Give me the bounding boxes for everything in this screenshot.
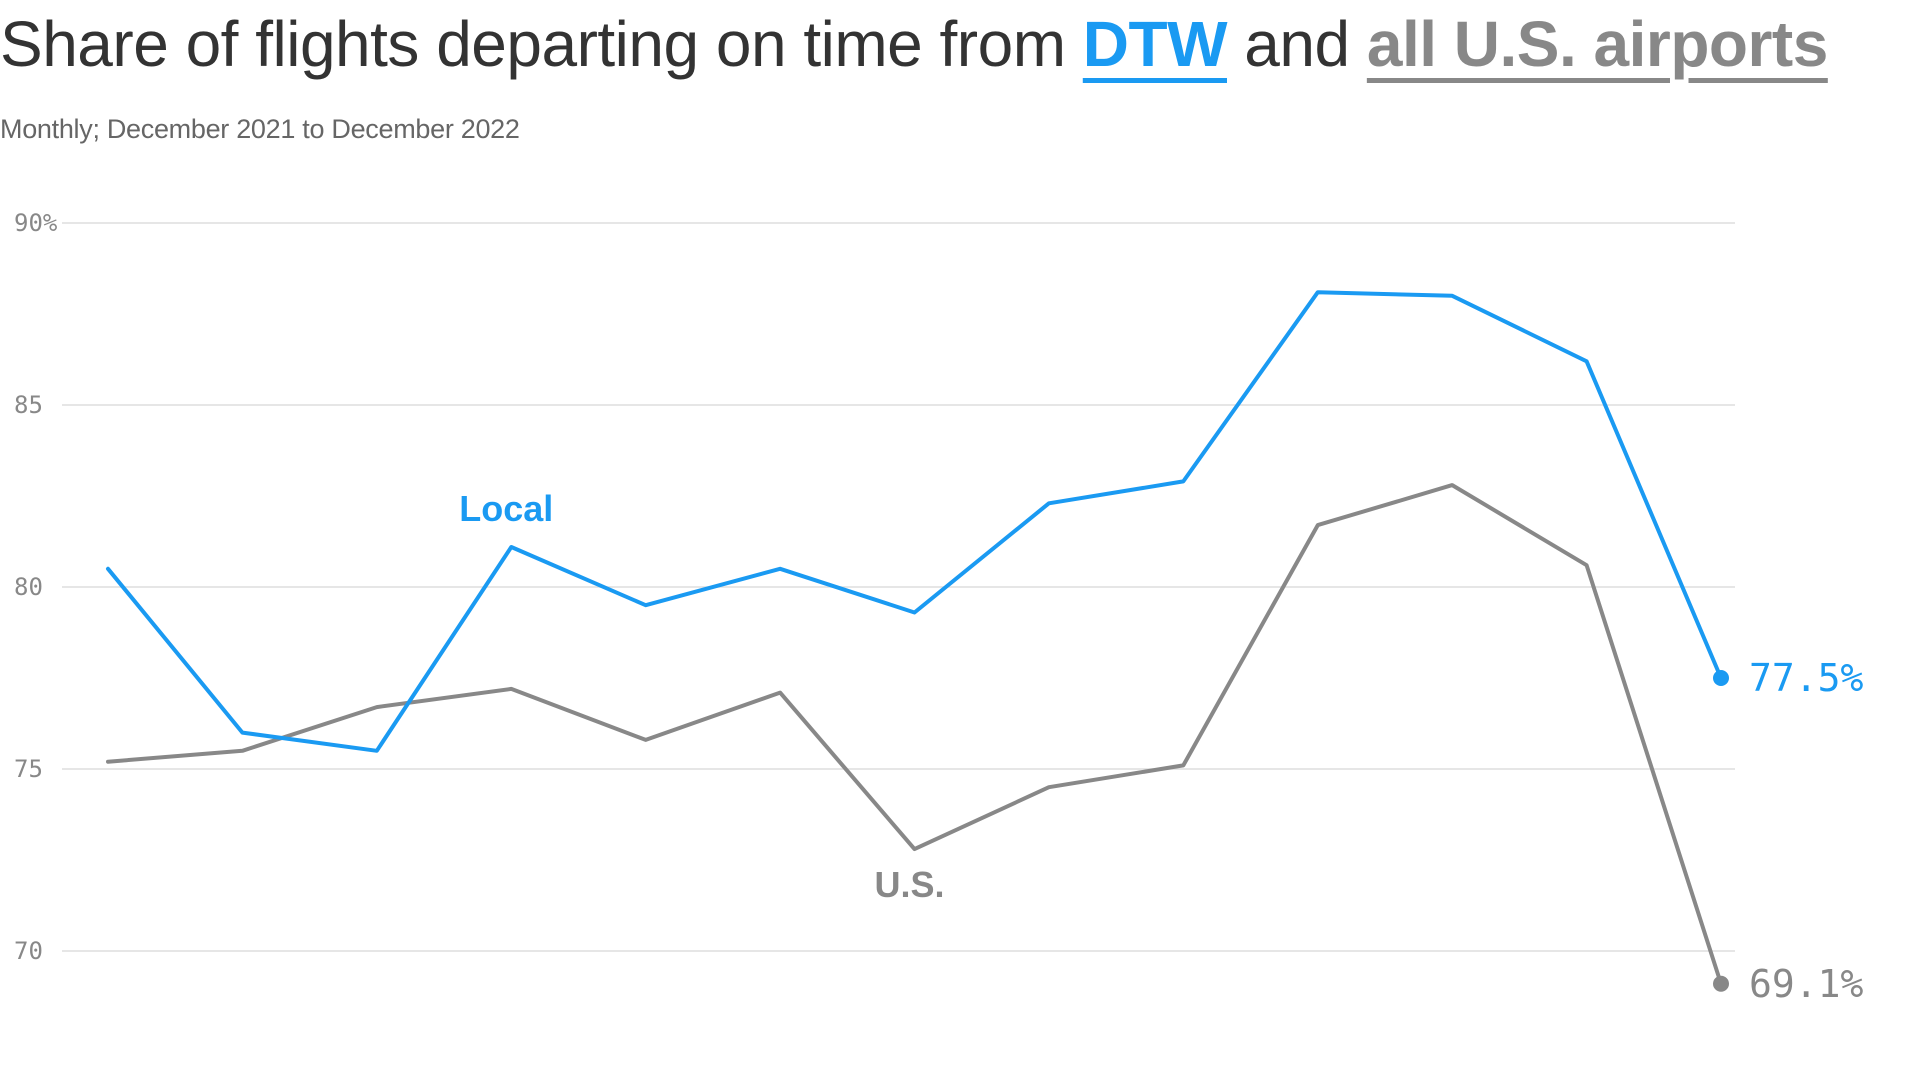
chart-title: Share of flights departing on time from … — [0, 6, 1828, 83]
series-label-us: U.S. — [875, 864, 945, 905]
y-tick-label: 85 — [14, 391, 43, 419]
series-labels: 69.1% 77.5% Local U.S. — [459, 488, 1863, 1006]
title-dtw-highlight: DTW — [1082, 8, 1228, 80]
chart-subtitle: Monthly; December 2021 to December 2022 — [0, 114, 520, 144]
end-point-local — [1713, 670, 1729, 686]
y-tick-label: 75 — [14, 755, 43, 783]
title-prefix: Share of flights departing on time from — [0, 8, 1066, 80]
grid-lines — [62, 222, 1735, 952]
y-tick-label: 90% — [14, 209, 58, 237]
title-and: and — [1244, 8, 1350, 80]
end-value-label-local: 77.5% — [1749, 656, 1864, 700]
y-tick-label: 80 — [14, 573, 43, 601]
title-us-highlight: all U.S. airports — [1366, 8, 1828, 80]
end-value-label-us: 69.1% — [1749, 962, 1864, 1006]
y-tick-label: 70 — [14, 937, 43, 965]
series-label-local: Local — [459, 488, 553, 529]
end-point-us — [1713, 975, 1729, 992]
series-lines — [106, 290, 1729, 992]
series-line-us — [106, 483, 1723, 986]
y-axis-ticks: 70 75 80 85 90% — [14, 209, 58, 965]
series-line-local — [106, 290, 1723, 753]
